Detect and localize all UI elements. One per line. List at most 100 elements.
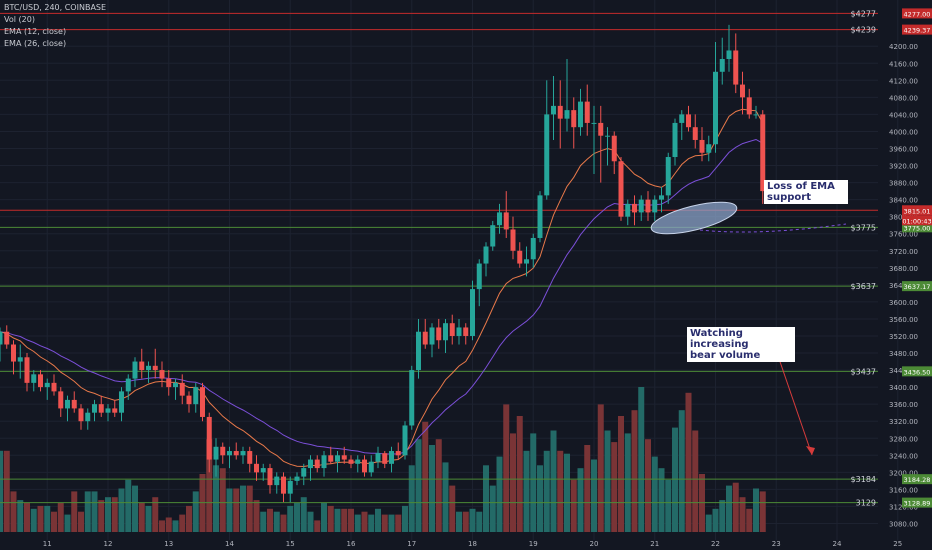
volume-bar xyxy=(3,450,10,532)
volume-bar xyxy=(44,505,51,532)
level-price-tag-text: 3184.28 xyxy=(904,476,931,484)
volume-bar xyxy=(138,503,145,532)
level-price-tag-text: 3637.17 xyxy=(904,283,931,291)
candle-body xyxy=(753,114,759,116)
candle-body xyxy=(152,365,158,371)
price-tick-label: 3520.00 xyxy=(889,333,918,341)
candle-body xyxy=(314,459,320,469)
volume-bar xyxy=(192,491,199,532)
candle-body xyxy=(706,144,712,153)
candle-body xyxy=(166,378,172,388)
candle-body xyxy=(132,361,138,379)
candle-body xyxy=(611,135,617,162)
volume-bar xyxy=(152,497,159,532)
price-axis[interactable]: 3080.003120.003160.003200.003240.003280.… xyxy=(851,8,932,528)
legend-ema12[interactable]: EMA (12, close) xyxy=(4,27,67,36)
volume-bar xyxy=(422,421,429,532)
level-price-tag xyxy=(902,205,932,216)
legend-volume[interactable]: Vol (20) xyxy=(4,15,35,24)
volume-bar xyxy=(240,485,246,532)
time-axis[interactable]: 11121314151617181920212223242526 xyxy=(43,540,932,548)
candle-body xyxy=(659,195,664,200)
volume-bar xyxy=(395,514,402,532)
volume-bar xyxy=(327,505,334,532)
volume-bar xyxy=(37,505,44,532)
candle-body xyxy=(490,225,496,247)
candle-body xyxy=(71,399,77,409)
volume-bar xyxy=(618,416,624,532)
candle-body xyxy=(321,455,327,469)
candle-body xyxy=(443,323,448,341)
candle-body xyxy=(294,476,300,481)
volume-bar xyxy=(233,488,240,532)
volume-bar xyxy=(172,520,179,532)
time-tick-label: 21 xyxy=(650,540,659,548)
level-label: $3637 xyxy=(851,282,876,291)
level-price-tag-text: 3436.50 xyxy=(904,368,931,376)
volume-bar xyxy=(759,491,766,532)
volume-bar xyxy=(334,508,341,532)
candle-body xyxy=(125,378,131,392)
candle-body xyxy=(456,327,462,336)
candle-body xyxy=(92,404,97,413)
level-label: $4239 xyxy=(851,26,876,35)
volume-bar xyxy=(159,520,165,532)
volume-bar xyxy=(496,456,503,532)
annotation-ema-support[interactable]: Loss of EMA support xyxy=(764,180,848,204)
volume-bar xyxy=(260,511,267,532)
candle-body xyxy=(517,250,523,264)
volume-bar xyxy=(645,439,651,532)
price-tick-label: 3720.00 xyxy=(889,248,918,256)
candle-body xyxy=(719,59,725,72)
volume-bar xyxy=(523,450,530,532)
legend-ema26[interactable]: EMA (26, close) xyxy=(4,39,67,48)
time-tick-label: 22 xyxy=(711,540,720,548)
volume-bar xyxy=(226,488,233,532)
candle-body xyxy=(584,101,590,123)
volume-bar xyxy=(577,468,584,532)
candle-body xyxy=(220,446,226,456)
candle-body xyxy=(247,451,253,464)
volume-bar xyxy=(280,514,287,532)
time-tick-label: 11 xyxy=(43,540,52,548)
annotation-bear-volume[interactable]: Watching increasing bear volume xyxy=(687,327,795,362)
level-price-tag xyxy=(902,497,932,508)
price-tick-label: 3400.00 xyxy=(889,384,918,392)
volume-bar xyxy=(456,511,462,532)
price-tick-label: 4000.00 xyxy=(889,128,918,136)
volume-bar xyxy=(246,485,253,532)
volume-bar xyxy=(638,387,645,532)
countdown-text: 01:00:43 xyxy=(902,217,931,225)
candle-body xyxy=(645,199,651,213)
candle-body xyxy=(11,344,16,362)
volume-bar xyxy=(368,514,375,532)
volume-bar xyxy=(746,508,753,532)
volume-bar xyxy=(442,462,449,532)
candle-body xyxy=(355,459,361,464)
candle-body xyxy=(206,416,212,460)
candle-body xyxy=(382,453,388,464)
candle-body xyxy=(335,455,340,462)
candle-body xyxy=(713,71,718,145)
time-tick-label: 13 xyxy=(164,540,173,548)
legend-symbol[interactable]: BTC/USD, 240, COINBASE xyxy=(4,3,107,12)
volume-bar xyxy=(415,439,422,532)
price-tick-label: 4120.00 xyxy=(889,77,918,85)
price-tick-label: 3360.00 xyxy=(889,401,918,409)
time-tick-label: 16 xyxy=(347,540,356,548)
volume-bar xyxy=(91,491,98,532)
candle-body xyxy=(686,114,691,128)
volume-bar xyxy=(550,430,557,532)
volume-bar xyxy=(631,410,638,532)
candle-body xyxy=(510,229,516,251)
candle-body xyxy=(557,105,563,119)
volume-bar xyxy=(591,459,597,532)
price-tick-label: 4040.00 xyxy=(889,111,918,119)
volume-bar xyxy=(719,500,726,532)
price-tick-label: 3560.00 xyxy=(889,316,918,324)
time-tick-label: 18 xyxy=(468,540,477,548)
candle-body xyxy=(58,391,64,409)
volume-bar xyxy=(597,404,604,532)
candle-body xyxy=(652,199,658,213)
